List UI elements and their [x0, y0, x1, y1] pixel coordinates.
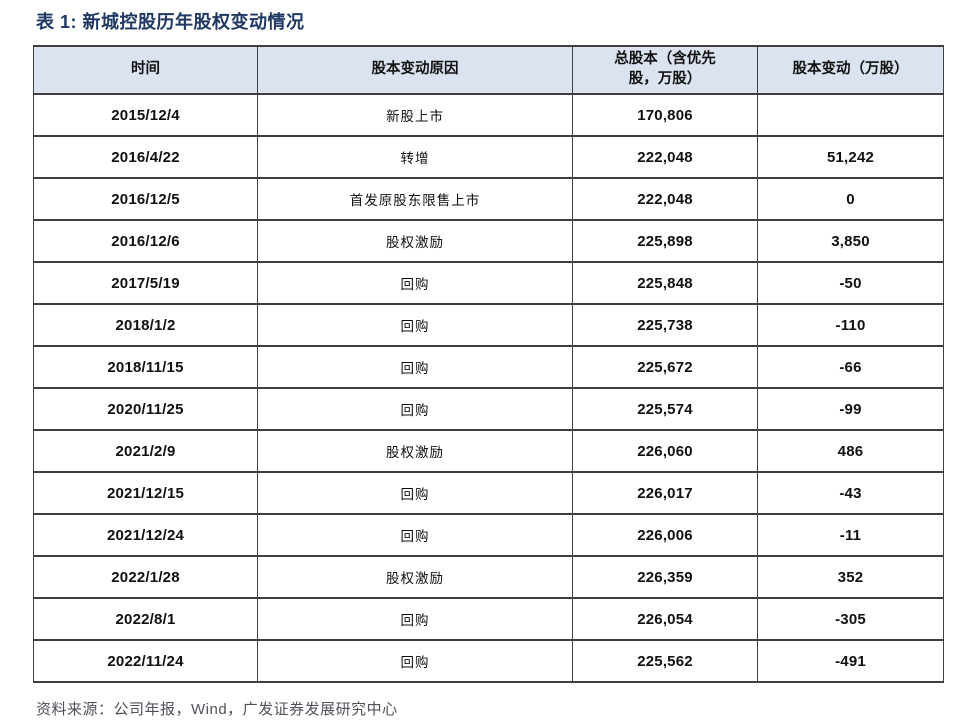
share-change-cell: -99 — [757, 387, 944, 431]
table-body: 2015/12/4 新股上市 170,806 2016/4/22 转增 222,048 51… — [33, 93, 944, 683]
reason-cell: 转增 — [257, 135, 573, 179]
table-row: 2022/11/24 回购 225,562 -491 — [33, 639, 944, 683]
reason-cell: 回购 — [257, 303, 573, 347]
date-cell: 2016/12/6 — [33, 219, 258, 263]
date-cell: 2018/1/2 — [33, 303, 258, 347]
total-shares-cell: 226,054 — [572, 597, 758, 641]
share-change-cell: 3,850 — [757, 219, 944, 263]
reason-cell: 回购 — [257, 597, 573, 641]
date-cell: 2020/11/25 — [33, 387, 258, 431]
total-shares-cell: 225,672 — [572, 345, 758, 389]
total-shares-cell: 226,060 — [572, 429, 758, 473]
table-row: 2018/1/2 回购 225,738 -110 — [33, 303, 944, 347]
table-row: 2017/5/19 回购 225,848 -50 — [33, 261, 944, 305]
share-change-cell: -50 — [757, 261, 944, 305]
share-change-cell: 486 — [757, 429, 944, 473]
total-shares-cell: 222,048 — [572, 135, 758, 179]
table-row: 2015/12/4 新股上市 170,806 — [33, 93, 944, 137]
share-change-cell: 352 — [757, 555, 944, 599]
table-row: 2018/11/15 回购 225,672 -66 — [33, 345, 944, 389]
table-row: 2016/12/5 首发原股东限售上市 222,048 0 — [33, 177, 944, 221]
share-change-cell: 51,242 — [757, 135, 944, 179]
share-change-cell: -110 — [757, 303, 944, 347]
total-shares-cell: 170,806 — [572, 93, 758, 137]
table-row: 2016/4/22 转增 222,048 51,242 — [33, 135, 944, 179]
total-shares-cell: 225,738 — [572, 303, 758, 347]
date-cell: 2021/12/15 — [33, 471, 258, 515]
header-time: 时间 — [33, 45, 258, 95]
total-shares-cell: 226,006 — [572, 513, 758, 557]
header-reason: 股本变动原因 — [257, 45, 573, 95]
date-cell: 2022/8/1 — [33, 597, 258, 641]
date-cell: 2015/12/4 — [33, 93, 258, 137]
share-change-cell: -491 — [757, 639, 944, 683]
date-cell: 2022/1/28 — [33, 555, 258, 599]
reason-cell: 回购 — [257, 639, 573, 683]
total-shares-cell: 226,359 — [572, 555, 758, 599]
reason-cell: 回购 — [257, 471, 573, 515]
share-change-cell: -66 — [757, 345, 944, 389]
reason-cell: 新股上市 — [257, 93, 573, 137]
date-cell: 2016/12/5 — [33, 177, 258, 221]
table-header: 时间 股本变动原因 总股本（含优先 股，万股） 股本变动（万股） — [33, 45, 944, 95]
total-shares-cell: 225,562 — [572, 639, 758, 683]
total-shares-cell: 225,848 — [572, 261, 758, 305]
share-change-cell — [757, 93, 944, 137]
date-cell: 2021/2/9 — [33, 429, 258, 473]
table-row: 2016/12/6 股权激励 225,898 3,850 — [33, 219, 944, 263]
date-cell: 2017/5/19 — [33, 261, 258, 305]
total-shares-cell: 226,017 — [572, 471, 758, 515]
date-cell: 2016/4/22 — [33, 135, 258, 179]
table-row: 2021/12/24 回购 226,006 -11 — [33, 513, 944, 557]
reason-cell: 股权激励 — [257, 429, 573, 473]
table-row: 2021/12/15 回购 226,017 -43 — [33, 471, 944, 515]
total-shares-cell: 222,048 — [572, 177, 758, 221]
table-row: 2022/1/28 股权激励 226,359 352 — [33, 555, 944, 599]
source-note: 资料来源：公司年报，Wind，广发证券发展研究中心 — [36, 701, 398, 718]
equity-changes-table: 时间 股本变动原因 总股本（含优先 股，万股） 股本变动（万股） 2015/12… — [33, 45, 944, 683]
table-row: 2020/11/25 回购 225,574 -99 — [33, 387, 944, 431]
table-title: 表 1: 新城控股历年股权变动情况 — [36, 12, 305, 32]
date-cell: 2021/12/24 — [33, 513, 258, 557]
table-row: 2021/2/9 股权激励 226,060 486 — [33, 429, 944, 473]
reason-cell: 股权激励 — [257, 555, 573, 599]
reason-cell: 股权激励 — [257, 219, 573, 263]
header-total-shares: 总股本（含优先 股，万股） — [572, 45, 758, 95]
total-shares-cell: 225,574 — [572, 387, 758, 431]
header-share-change: 股本变动（万股） — [757, 45, 944, 95]
reason-cell: 回购 — [257, 513, 573, 557]
header-row: 时间 股本变动原因 总股本（含优先 股，万股） 股本变动（万股） — [33, 45, 944, 95]
share-change-cell: -11 — [757, 513, 944, 557]
reason-cell: 回购 — [257, 387, 573, 431]
date-cell: 2018/11/15 — [33, 345, 258, 389]
reason-cell: 回购 — [257, 345, 573, 389]
reason-cell: 回购 — [257, 261, 573, 305]
share-change-cell: -305 — [757, 597, 944, 641]
table-row: 2022/8/1 回购 226,054 -305 — [33, 597, 944, 641]
share-change-cell: 0 — [757, 177, 944, 221]
total-shares-cell: 225,898 — [572, 219, 758, 263]
reason-cell: 首发原股东限售上市 — [257, 177, 573, 221]
share-change-cell: -43 — [757, 471, 944, 515]
date-cell: 2022/11/24 — [33, 639, 258, 683]
